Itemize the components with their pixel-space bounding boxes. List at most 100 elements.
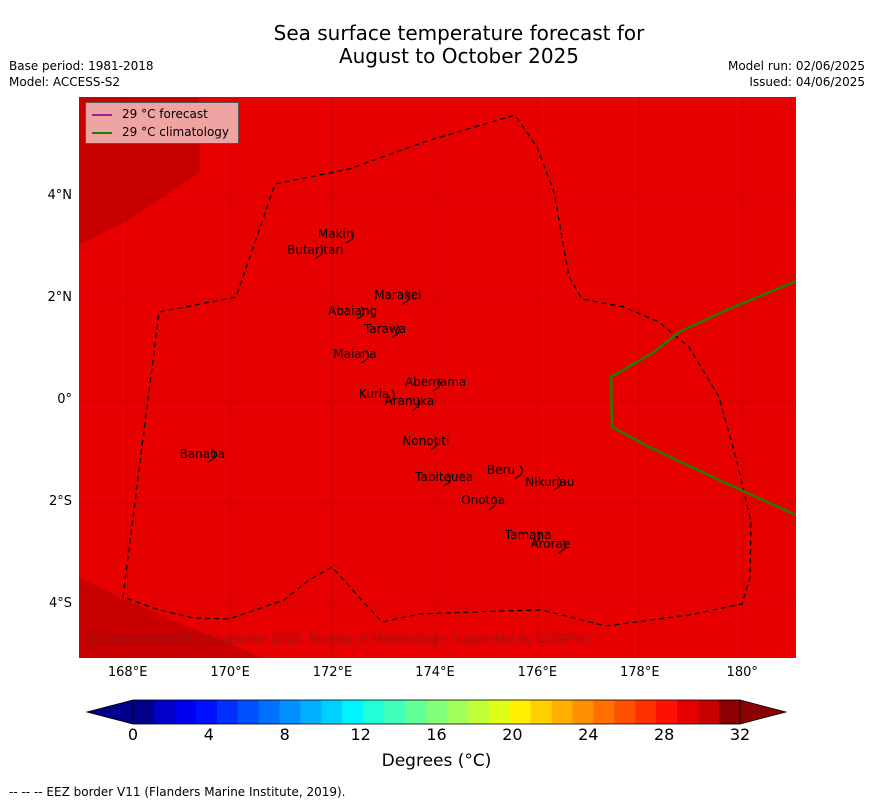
island-label-4: Tarawa [363,321,407,336]
page-title: Sea surface temperature forecast for Aug… [0,22,873,68]
colorbar-swatch-3 [195,700,218,724]
colorbar-swatch-6 [258,700,281,724]
copyright-notice: © Commonwealth of Australia 2025, Bureau… [85,632,591,646]
colorbar-tick-label-6: 24 [578,725,599,744]
colorbar-swatches [85,699,788,725]
island-shape-3 [355,306,364,321]
island-label-9: Banaba [179,446,226,461]
climatology-line-swatch [92,131,112,134]
island-shape-9 [207,449,216,463]
colorbar-swatch-23 [614,700,636,724]
colorbar-over-arrow [739,699,788,725]
model-run: Model run: 02/06/2025 [727,59,865,73]
legend-item-forecast: 29 °C forecast [92,106,208,122]
lon-tick-label-0: 168°E [107,665,148,680]
lat-tick-label-4: 4°S [48,595,72,611]
island-label-5: Maiana [333,347,377,362]
colorbar-swatch-7 [279,700,301,724]
colorbar-swatch-20 [551,700,574,724]
island-label-14: Onotoa [461,493,506,508]
colorbar-swatch-10 [342,700,364,724]
colorbar-tick-label-1: 4 [203,725,214,744]
colorbar-swatch-21 [572,700,594,724]
island-shape-7 [386,389,395,404]
colorbar-tick-label-7: 28 [653,725,675,744]
colorbar-tick-label-4: 16 [426,725,447,744]
lon-tick-label-6: 180° [726,665,758,680]
title-line-1: Sea surface temperature forecast for [273,21,645,45]
gridlines [79,97,796,658]
colorbar-swatch-16 [467,700,490,724]
island-shapes [207,229,567,554]
colorbar-outline [132,699,741,725]
island-label-1: Butaritari [287,242,344,257]
forecast-line-swatch [92,113,112,116]
colorbar-swatch-19 [530,700,553,724]
lon-tick-label-5: 178°E [620,665,660,680]
island-shape-14 [488,496,498,510]
model-name: Model: ACCESS-S2 [9,75,121,89]
header-right: Model run: 02/06/2025 Issued: 04/06/2025 [728,58,865,90]
colorbar-tick-label-5: 20 [502,725,523,744]
colorbar-tick-label-0: 0 [127,725,139,744]
colorbar-swatch-0 [133,700,155,724]
legend-climatology-label: 29 °C climatology [122,125,230,139]
island-shape-16 [558,539,567,554]
island-shape-11 [514,465,523,480]
colorbar-label: Degrees (°C) [381,751,492,771]
colorbar-swatch-17 [488,700,511,724]
lon-tick-label-3: 174°E [415,665,455,680]
colorbar-tick-label-3: 12 [350,725,371,744]
colorbar-swatch-4 [216,700,239,724]
island-label-16: Arorae [530,537,571,552]
island-shape-1 [314,245,323,259]
colorbar-swatch-18 [509,700,532,724]
island-shape-4 [391,324,400,338]
map-canvas [79,97,796,658]
island-label-8: Aranuka [384,394,435,409]
lat-tick-label-1: 2°N [47,289,73,305]
colorbar-swatch-11 [363,700,385,724]
lat-tick-label-0: 4°N [47,187,73,203]
island-label-3: Abaiang [328,303,378,318]
colorbar-swatch-28 [719,700,741,724]
sst-map: Makin Butaritari Marakei Abaiang Tarawa Maian… [79,97,796,658]
legend-forecast-label: 29 °C forecast [122,107,208,121]
island-shape-15 [532,530,541,545]
climatology-contour-29c [609,279,796,517]
colorbar-swatch-9 [321,700,343,724]
island-label-12: Tabiteuea [415,470,474,485]
colorbar-swatch-15 [446,700,469,724]
issued-date: Issued: 04/06/2025 [749,75,865,89]
island-shape-8 [412,397,421,411]
base-period: Base period: 1981-2018 [9,59,154,73]
island-label-6: Abemama [404,375,467,390]
colorbar-swatch-25 [656,700,678,724]
island-shape-6 [432,377,441,392]
island-shape-0 [345,229,354,244]
island-shape-12 [442,473,451,487]
warm-region-southwest [79,577,264,658]
map-background [79,97,796,658]
colorbar-swatch-27 [698,700,720,724]
legend-item-climatology: 29 °C climatology [92,124,229,140]
colorbar-swatch-5 [237,700,260,724]
header-left: Base period: 1981-2018 Model: ACCESS-S2 [9,58,154,90]
colorbar [85,697,788,731]
colorbar-tick-label-2: 8 [279,725,290,744]
colorbar-swatch-8 [300,700,322,724]
colorbar-under-arrow [85,699,134,725]
lon-tick-label-1: 170°E [210,665,250,680]
island-shape-13 [553,477,562,491]
lat-tick-label-3: 2°S [48,493,72,509]
island-label-0: Makin [317,227,354,242]
colorbar-swatch-13 [405,700,427,724]
title-line-2: August to October 2025 [338,44,580,68]
colorbar-swatch-26 [677,700,699,724]
eez-footnote: -- -- -- EEZ border V11 (Flanders Marine… [9,785,346,799]
island-shape-5 [360,349,370,364]
island-label-10: Nonouti [402,433,450,448]
island-label-2: Marakei [374,288,422,303]
colorbar-swatch-22 [593,700,615,724]
island-label-7: Kuria [358,386,390,401]
